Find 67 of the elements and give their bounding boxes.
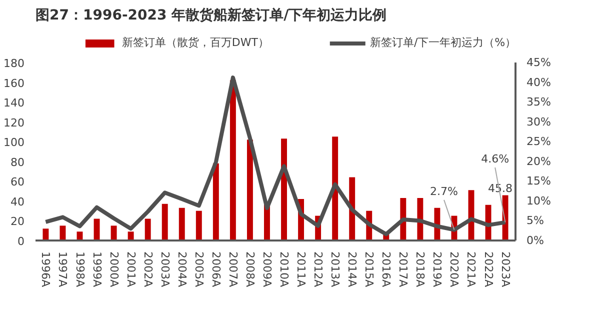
y-tick-label: 160 <box>4 76 25 90</box>
bar <box>212 163 219 240</box>
bar <box>502 195 508 240</box>
legend-label: 新签订单（散货，百万DWT） <box>122 35 269 50</box>
x-tick-label: 2008A <box>243 252 256 288</box>
y2-tick-label: 10% <box>526 194 551 208</box>
y-tick-label: 40 <box>10 195 25 208</box>
y2-tick-label: 45% <box>526 56 551 69</box>
x-tick-label: 1997A <box>56 252 70 288</box>
x-tick-label: 2020A <box>448 252 461 288</box>
y2-tick-label: 20% <box>526 154 551 168</box>
bar <box>178 208 185 240</box>
x-tick-label: 2009A <box>260 252 274 288</box>
y-tick-label: 60 <box>10 176 25 189</box>
x-tick-label: 2023A <box>498 252 512 288</box>
y-tick-label: 120 <box>4 116 25 130</box>
x-tick-label: 2013A <box>328 252 342 288</box>
x-tick-label: 2012A <box>312 252 325 288</box>
y2-tick-label: 35% <box>526 96 551 109</box>
y-tick-label: 0 <box>18 235 24 248</box>
data-label: 4.6% <box>481 152 510 166</box>
y-tick-label: 20 <box>10 215 25 228</box>
y-tick-label: 80 <box>10 156 25 169</box>
bar <box>42 228 49 240</box>
x-tick-label: 1998A <box>73 252 86 288</box>
legend-label: 新签订单/下一年初运力（%） <box>370 35 516 50</box>
y2-tick-label: 0% <box>526 234 544 247</box>
y2-tick-label: 30% <box>526 115 551 128</box>
x-tick-label: 1999A <box>90 252 104 288</box>
x-tick-label: 2019A <box>430 252 444 288</box>
data-label: 45.8 <box>488 182 513 196</box>
x-tick-label: 2001A <box>124 252 138 288</box>
bar <box>349 177 356 240</box>
y2-tick-label: 15% <box>526 174 551 188</box>
bar <box>94 218 100 240</box>
bar <box>110 226 117 240</box>
x-tick-label: 2014A <box>346 252 359 288</box>
x-tick-label: 2021A <box>464 252 478 288</box>
y2-tick-label: 25% <box>526 135 551 148</box>
x-tick-label: 2022A <box>482 252 495 288</box>
y2-tick-label: 5% <box>526 214 544 228</box>
chart-title: 图27：1996-2023 年散货船新签订单/下年初运力比例 <box>36 6 387 24</box>
x-tick-label: 2018A <box>414 252 427 288</box>
x-tick-label: 2015A <box>362 252 376 288</box>
y-tick-label: 180 <box>4 57 25 70</box>
x-tick-label: 2004A <box>175 252 188 288</box>
bar <box>332 136 338 240</box>
bar <box>144 218 151 240</box>
x-tick-label: 2005A <box>192 252 206 288</box>
y-tick-label: 100 <box>4 136 25 150</box>
x-tick-label: 2011A <box>294 252 308 288</box>
x-tick-label: 2017A <box>396 252 410 288</box>
y-tick-label: 140 <box>4 96 25 110</box>
x-tick-label: 2003A <box>158 252 172 288</box>
x-tick-label: 2016A <box>380 252 393 288</box>
data-label: 2.7% <box>430 184 458 198</box>
x-tick-label: 2002A <box>141 252 154 288</box>
x-tick-label: 2010A <box>278 252 291 288</box>
bar <box>246 140 253 240</box>
x-tick-label: 2000A <box>107 252 120 288</box>
x-tick-label: 2006A <box>209 252 222 288</box>
x-tick-label: 1996A <box>39 252 52 288</box>
bar <box>162 204 168 240</box>
y2-tick-label: 40% <box>526 76 551 89</box>
x-tick-label: 2007A <box>226 252 240 288</box>
bar <box>196 210 202 240</box>
bar <box>128 232 134 240</box>
